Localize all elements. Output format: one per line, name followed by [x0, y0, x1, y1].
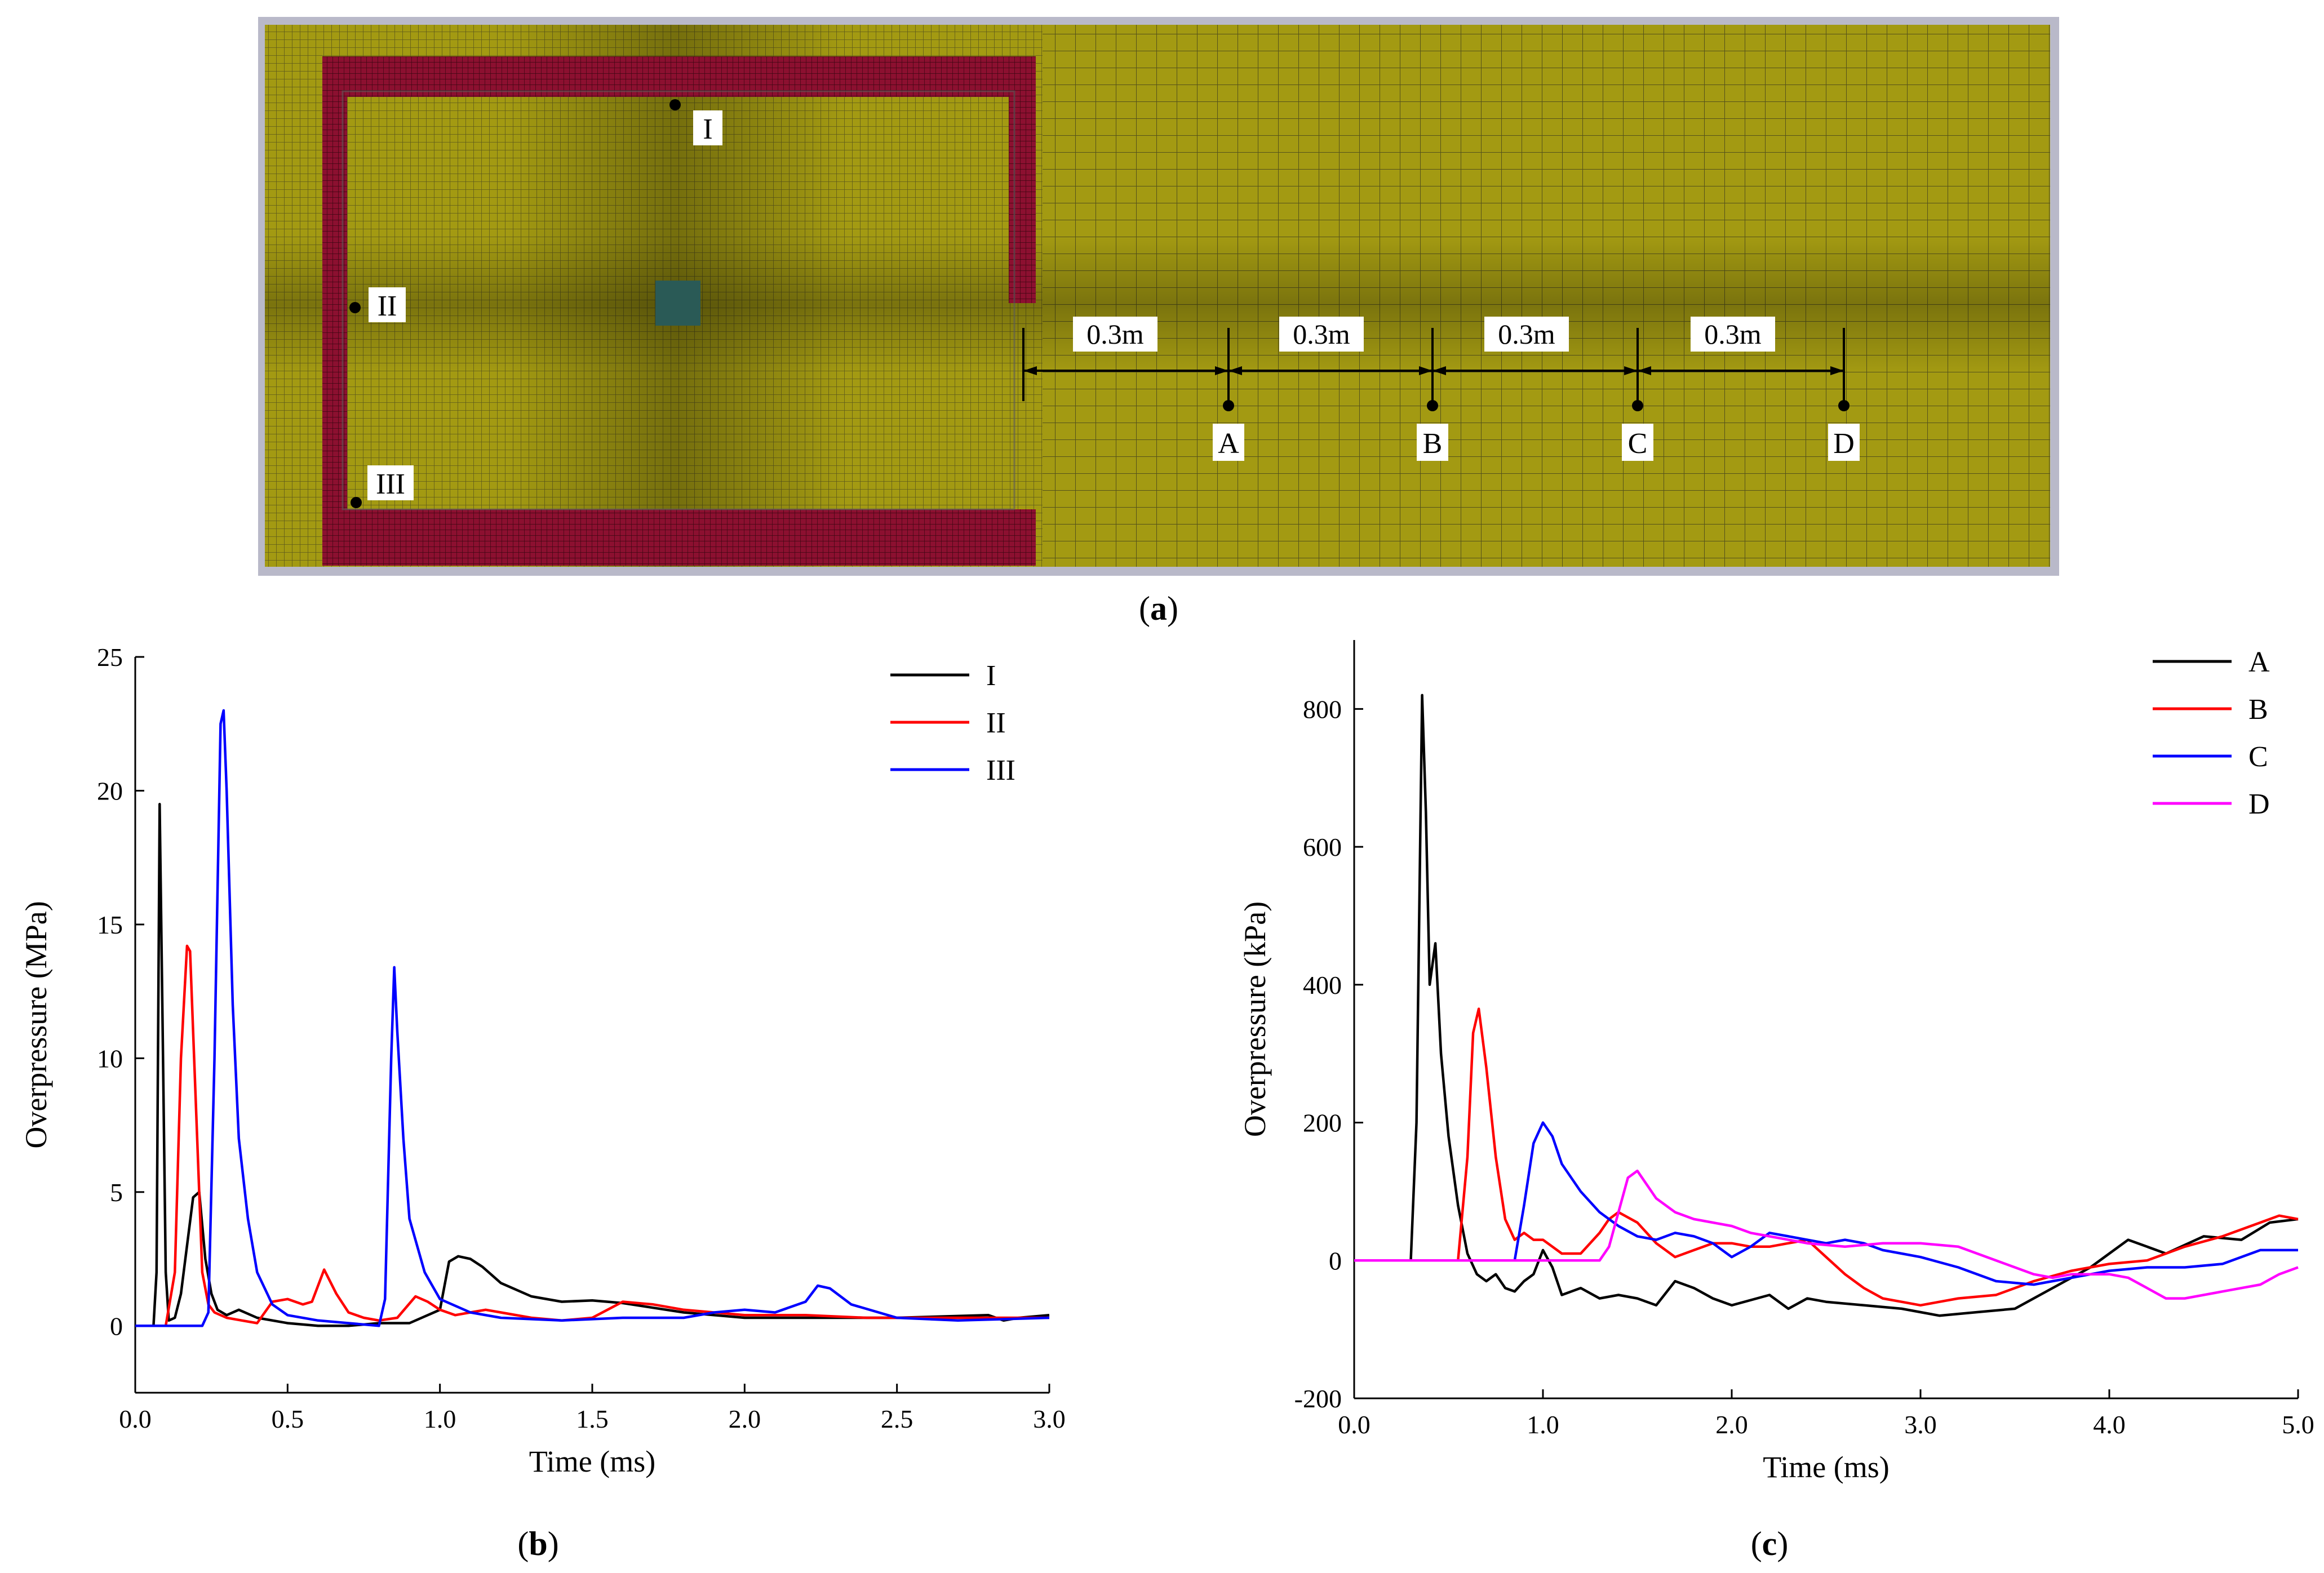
- legend-label-A: A: [2248, 646, 2270, 678]
- gauge-A: A: [1213, 400, 1244, 461]
- gauge-marker: [1838, 400, 1850, 411]
- x-axis-title: Time (ms): [529, 1445, 656, 1478]
- series-line-C: [1354, 1121, 2298, 1286]
- y-tick-label: 600: [1303, 833, 1342, 861]
- gauge-label-box: [1417, 424, 1448, 461]
- panel-c-caption: (c): [1751, 1525, 1789, 1562]
- series-line-A: [1354, 694, 2299, 1317]
- panel-b-caption: (b): [517, 1525, 558, 1562]
- gauge-D: D: [1828, 400, 1860, 461]
- x-tick-label: 4.0: [2093, 1410, 2126, 1439]
- gauge-label-box: [1622, 424, 1653, 461]
- panel-c: 0.0 1.0 2.0 3.0 4.0 5.0 -200 0 200 400 600 800 Time …: [1238, 640, 2314, 1562]
- y-tick-label: 5: [110, 1178, 123, 1207]
- y-axis-title: Overpressure (kPa): [1238, 901, 1272, 1137]
- legend-label-B: B: [2248, 694, 2268, 726]
- x-tick-label: 2.0: [729, 1405, 761, 1433]
- panel-a-caption: (a): [1139, 590, 1178, 627]
- gauge-label-box: [1828, 424, 1860, 461]
- gauge-label: II: [378, 290, 397, 322]
- y-tick-label: 20: [97, 776, 123, 805]
- x-tick-label: 1.0: [424, 1405, 456, 1433]
- y-tick-label: 200: [1303, 1109, 1342, 1137]
- x-tick-label: 5.0: [2282, 1410, 2314, 1439]
- series-line-I: [135, 802, 1050, 1327]
- legend-label-III: III: [986, 754, 1015, 786]
- x-tick-label: 2.0: [1715, 1410, 1748, 1439]
- gauge-label: III: [376, 468, 405, 500]
- panel-c-letter: c: [1762, 1525, 1777, 1562]
- gauge-marker: [349, 302, 361, 313]
- gauge-label: B: [1423, 428, 1443, 460]
- x-tick-label: 0.0: [1338, 1410, 1371, 1439]
- gauge-III: III: [351, 465, 414, 508]
- y-tick-label: 0: [1329, 1246, 1342, 1275]
- legend-label-I: I: [986, 660, 996, 692]
- gauge-I: I: [669, 99, 722, 145]
- dimension-labels: 0.3m 0.3m 0.3m 0.3m: [1073, 317, 1775, 352]
- gauge-marker: [669, 99, 681, 110]
- spacing-label: 0.3m: [1086, 318, 1144, 350]
- wall-right-stub: [1009, 56, 1036, 303]
- y-tick-label: 25: [97, 643, 123, 672]
- gauge-marker: [1223, 400, 1234, 411]
- x-tick-label: 0.5: [272, 1405, 304, 1433]
- gauge-B: B: [1417, 400, 1448, 461]
- wall-bottom: [322, 509, 1036, 566]
- y-tick-label: 15: [97, 910, 123, 939]
- wall-top: [322, 56, 1036, 97]
- x-tick-label: 2.5: [881, 1405, 913, 1433]
- inner-wall-line: [341, 90, 1015, 510]
- y-axis-title: Overpressure (MPa): [19, 901, 53, 1148]
- x-tick-label: 3.0: [1904, 1410, 1937, 1439]
- gauge-label-box: [1213, 424, 1244, 461]
- series-line-D: [1354, 1169, 2299, 1300]
- y-tick-label: 10: [97, 1044, 123, 1073]
- gauge-marker: [1427, 400, 1438, 411]
- chart-b: 0.0 0.5 1.0 1.5 2.0 2.5 3.0 0 5 10 15 20 25 Time (ms)…: [19, 643, 1066, 1478]
- chart-c: 0.0 1.0 2.0 3.0 4.0 5.0 -200 0 200 400 600 800 Time …: [1238, 640, 2314, 1484]
- dimension-lines: [1022, 328, 1845, 406]
- gauge-marker: [351, 497, 362, 508]
- legend-label-C: C: [2248, 741, 2268, 773]
- x-tick-label: 1.0: [1527, 1410, 1559, 1439]
- gauge-marker: [1632, 400, 1643, 411]
- gauge-label-box: [693, 110, 722, 145]
- series-line-III: [135, 709, 1050, 1327]
- spacing-label: 0.3m: [1498, 318, 1555, 350]
- panel-b-letter: b: [529, 1525, 547, 1562]
- legend-label-D: D: [2248, 788, 2270, 820]
- spacing-label-box: [1073, 317, 1157, 352]
- panel-b: 0.0 0.5 1.0 1.5 2.0 2.5 3.0 0 5 10 15 20 25 Time (ms)…: [19, 643, 1066, 1562]
- spacing-label-box: [1691, 317, 1775, 352]
- spacing-label: 0.3m: [1704, 318, 1762, 350]
- spacing-label: 0.3m: [1293, 318, 1350, 350]
- x-tick-label: 3.0: [1033, 1405, 1066, 1433]
- y-tick-label: 0: [110, 1312, 123, 1340]
- panel-a: I II III 0.3m 0.3m 0.3m: [258, 17, 2059, 627]
- gauge-label: A: [1218, 428, 1239, 460]
- x-tick-label: 0.0: [119, 1405, 152, 1433]
- spacing-label-box: [1279, 317, 1364, 352]
- y-tick-label: 400: [1303, 971, 1342, 999]
- x-axis-title: Time (ms): [1763, 1450, 1890, 1484]
- series-line-B: [1354, 1007, 2299, 1307]
- legend-label-II: II: [986, 707, 1006, 739]
- gauge-label-box: [367, 465, 414, 500]
- charge: [655, 281, 700, 326]
- spacing-label-box: [1484, 317, 1569, 352]
- y-tick-label: 800: [1303, 695, 1342, 723]
- gauge-label: C: [1628, 428, 1648, 460]
- panel-a-letter: a: [1150, 590, 1167, 627]
- series-line-II: [135, 944, 1049, 1327]
- gauge-label: I: [703, 113, 712, 145]
- x-tick-label: 1.5: [576, 1405, 609, 1433]
- gauge-label: D: [1833, 428, 1855, 460]
- gauge-label-box: [369, 287, 406, 322]
- gauge-C: C: [1622, 400, 1653, 461]
- gauge-II: II: [349, 287, 406, 322]
- y-tick-label: -200: [1294, 1384, 1342, 1413]
